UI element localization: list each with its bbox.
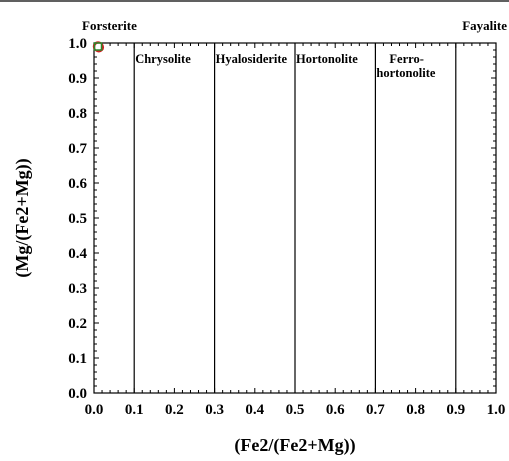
field-label: Hortonolite: [296, 52, 358, 66]
data-points: [92, 41, 105, 53]
x-tick-label: 0.8: [406, 402, 425, 418]
x-tick-label: 0.6: [326, 402, 345, 418]
y-tick-label: 0.0: [68, 386, 87, 402]
x-tick-label: 0.1: [125, 402, 144, 418]
field-label: Hyalosiderite: [216, 52, 288, 66]
field-label: Chrysolite: [135, 52, 191, 66]
field-boundaries: [133, 43, 457, 393]
y-axis-tick-labels: 0.0 0.1 0.2 0.3 0.4 0.5 0.6 0.7 0.8 0.9 1.0: [68, 36, 87, 402]
y-tick-label: 0.5: [68, 211, 87, 227]
data-point-square: [93, 42, 103, 51]
end-member-right-label: Fayalite: [462, 18, 507, 33]
field-label: Ferro-hortonolite: [376, 52, 435, 80]
x-tick-label: 0.3: [205, 402, 224, 418]
y-tick-label: 0.9: [68, 71, 87, 87]
x-tick-label: 0.9: [446, 402, 465, 418]
y-tick-label: 0.7: [68, 141, 87, 157]
end-member-left-label: Forsterite: [82, 18, 137, 33]
x-axis-title: (Fe2/(Fe2+Mg)): [234, 435, 355, 456]
y-tick-label: 0.8: [68, 106, 87, 122]
x-tick-label: 0.5: [286, 402, 305, 418]
field-labels: Chrysolite Hyalosiderite Hortonolite Ferro-…: [135, 52, 436, 80]
y-tick-label: 0.4: [68, 246, 87, 262]
x-tick-label: 0.4: [245, 402, 264, 418]
y-tick-label: 0.1: [68, 351, 87, 367]
y-tick-label: 0.6: [68, 176, 87, 192]
y-tick-label: 0.2: [68, 316, 87, 332]
y-axis-title: (Mg/(Fe2+Mg)): [12, 158, 33, 277]
y-tick-label: 0.3: [68, 281, 87, 297]
y-tick-label: 1.0: [68, 36, 87, 52]
x-tick-label: 0.7: [366, 402, 385, 418]
x-tick-label: 1.0: [487, 402, 506, 418]
x-tick-label: 0.2: [165, 402, 184, 418]
x-axis-tick-labels: 0.0 0.1 0.2 0.3 0.4 0.5 0.6 0.7 0.8 0.9 1.0: [85, 402, 506, 418]
x-tick-label: 0.0: [85, 402, 104, 418]
